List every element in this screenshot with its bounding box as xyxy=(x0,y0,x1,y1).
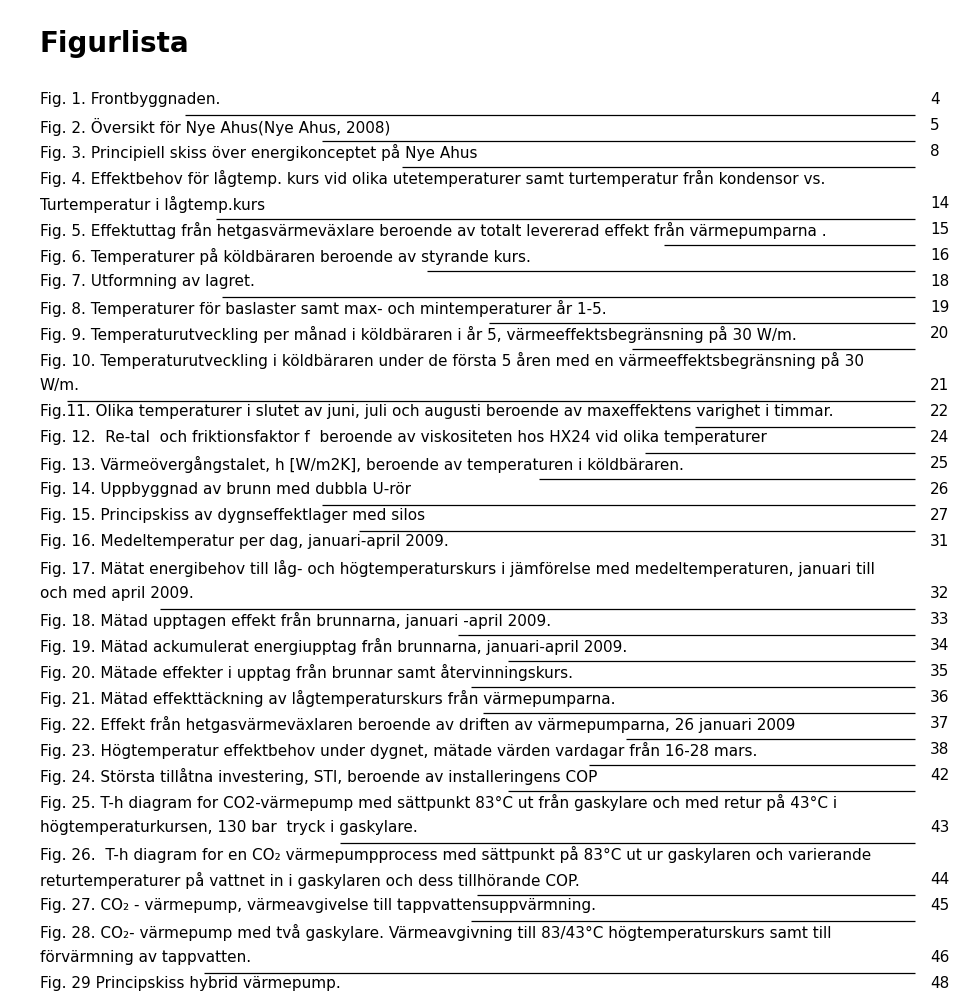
Text: Fig. 4. Effektbehov för lågtemp. kurs vid olika utetemperaturer samt turtemperat: Fig. 4. Effektbehov för lågtemp. kurs vi… xyxy=(40,170,826,187)
Text: 44: 44 xyxy=(930,872,949,887)
Text: 4: 4 xyxy=(930,92,940,107)
Text: 19: 19 xyxy=(930,300,949,315)
Text: och med april 2009.: och med april 2009. xyxy=(40,586,194,601)
Text: 45: 45 xyxy=(930,898,949,913)
Text: Fig. 1. Frontbyggnaden.: Fig. 1. Frontbyggnaden. xyxy=(40,92,221,107)
Text: 38: 38 xyxy=(930,742,949,757)
Text: 46: 46 xyxy=(930,950,949,965)
Text: 37: 37 xyxy=(930,716,949,731)
Text: W/m.: W/m. xyxy=(40,378,80,393)
Text: 22: 22 xyxy=(930,404,949,419)
Text: Fig. 8. Temperaturer för baslaster samt max- och mintemperaturer år 1-5.: Fig. 8. Temperaturer för baslaster samt … xyxy=(40,300,607,317)
Text: 21: 21 xyxy=(930,378,949,393)
Text: Fig. 21. Mätad effekttäckning av lågtemperaturskurs från värmepumparna.: Fig. 21. Mätad effekttäckning av lågtemp… xyxy=(40,690,615,707)
Text: förvärmning av tappvatten.: förvärmning av tappvatten. xyxy=(40,950,252,965)
Text: Fig. 24. Största tillåtna investering, STI, beroende av installeringens COP: Fig. 24. Största tillåtna investering, S… xyxy=(40,768,597,785)
Text: Fig. 10. Temperaturutveckling i köldbäraren under de första 5 åren med en värmee: Fig. 10. Temperaturutveckling i köldbära… xyxy=(40,352,864,369)
Text: Fig. 13. Värmeövergångstalet, h [W/m2K], beroende av temperaturen i köldbäraren.: Fig. 13. Värmeövergångstalet, h [W/m2K],… xyxy=(40,456,684,473)
Text: 31: 31 xyxy=(930,534,949,549)
Text: 8: 8 xyxy=(930,144,940,159)
Text: högtemperaturkursen, 130 bar  tryck i gaskylare.: högtemperaturkursen, 130 bar tryck i gas… xyxy=(40,820,418,835)
Text: 18: 18 xyxy=(930,274,949,289)
Text: 34: 34 xyxy=(930,638,949,653)
Text: Fig. 26.  T-h diagram for en CO₂ värmepumpprocess med sättpunkt på 83°C ut ur ga: Fig. 26. T-h diagram for en CO₂ värmepum… xyxy=(40,846,872,863)
Text: Fig. 6. Temperaturer på köldbäraren beroende av styrande kurs.: Fig. 6. Temperaturer på köldbäraren bero… xyxy=(40,248,531,265)
Text: Fig. 20. Mätade effekter i upptag från brunnar samt återvinningskurs.: Fig. 20. Mätade effekter i upptag från b… xyxy=(40,664,573,682)
Text: 35: 35 xyxy=(930,664,949,679)
Text: Fig. 27. CO₂ - värmepump, värmeavgivelse till tappvattensuppvärmning.: Fig. 27. CO₂ - värmepump, värmeavgivelse… xyxy=(40,898,596,913)
Text: Fig. 28. CO₂- värmepump med två gaskylare. Värmeavgivning till 83/43°C högtemper: Fig. 28. CO₂- värmepump med två gaskylar… xyxy=(40,924,831,941)
Text: 36: 36 xyxy=(930,690,949,705)
Text: 42: 42 xyxy=(930,768,949,783)
Text: 48: 48 xyxy=(930,976,949,991)
Text: Fig. 2. Översikt för Nye Ahus(Nye Ahus, 2008): Fig. 2. Översikt för Nye Ahus(Nye Ahus, … xyxy=(40,118,391,136)
Text: Fig. 16. Medeltemperatur per dag, januari-april 2009.: Fig. 16. Medeltemperatur per dag, januar… xyxy=(40,534,448,549)
Text: 43: 43 xyxy=(930,820,949,835)
Text: Figurlista: Figurlista xyxy=(40,30,190,58)
Text: Fig. 25. T-h diagram for CO2-värmepump med sättpunkt 83°C ut från gaskylare och : Fig. 25. T-h diagram for CO2-värmepump m… xyxy=(40,794,837,811)
Text: returtemperaturer på vattnet in i gaskylaren och dess tillhörande COP.: returtemperaturer på vattnet in i gaskyl… xyxy=(40,872,580,889)
Text: Fig. 29 Principskiss hybrid värmepump.: Fig. 29 Principskiss hybrid värmepump. xyxy=(40,976,341,991)
Text: Turtemperatur i lågtemp.kurs: Turtemperatur i lågtemp.kurs xyxy=(40,196,265,213)
Text: Fig. 7. Utformning av lagret.: Fig. 7. Utformning av lagret. xyxy=(40,274,254,289)
Text: 14: 14 xyxy=(930,196,949,211)
Text: Fig. 14. Uppbyggnad av brunn med dubbla U-rör: Fig. 14. Uppbyggnad av brunn med dubbla … xyxy=(40,482,411,497)
Text: Fig. 3. Principiell skiss över energikonceptet på Nye Ahus: Fig. 3. Principiell skiss över energikon… xyxy=(40,144,477,161)
Text: 15: 15 xyxy=(930,222,949,237)
Text: Fig.11. Olika temperaturer i slutet av juni, juli och augusti beroende av maxeff: Fig.11. Olika temperaturer i slutet av j… xyxy=(40,404,833,419)
Text: 32: 32 xyxy=(930,586,949,601)
Text: 33: 33 xyxy=(930,612,949,627)
Text: Fig. 23. Högtemperatur effektbehov under dygnet, mätade värden vardagar från 16-: Fig. 23. Högtemperatur effektbehov under… xyxy=(40,742,757,759)
Text: Fig. 17. Mätat energibehov till låg- och högtemperaturskurs i jämförelse med med: Fig. 17. Mätat energibehov till låg- och… xyxy=(40,560,875,577)
Text: 20: 20 xyxy=(930,326,949,341)
Text: 24: 24 xyxy=(930,430,949,445)
Text: Fig. 15. Principskiss av dygnseffektlager med silos: Fig. 15. Principskiss av dygnseffektlage… xyxy=(40,508,425,523)
Text: 5: 5 xyxy=(930,118,940,133)
Text: 26: 26 xyxy=(930,482,949,497)
Text: Fig. 9. Temperaturutveckling per månad i köldbäraren i år 5, värmeeffektsbegräns: Fig. 9. Temperaturutveckling per månad i… xyxy=(40,326,797,343)
Text: Fig. 19. Mätad ackumulerat energiupptag från brunnarna, januari-april 2009.: Fig. 19. Mätad ackumulerat energiupptag … xyxy=(40,638,627,655)
Text: 16: 16 xyxy=(930,248,949,263)
Text: 27: 27 xyxy=(930,508,949,523)
Text: Fig. 18. Mätad upptagen effekt från brunnarna, januari -april 2009.: Fig. 18. Mätad upptagen effekt från brun… xyxy=(40,612,551,629)
Text: Fig. 12.  Re-tal  och friktionsfaktor f  beroende av viskositeten hos HX24 vid o: Fig. 12. Re-tal och friktionsfaktor f be… xyxy=(40,430,767,445)
Text: 25: 25 xyxy=(930,456,949,471)
Text: Fig. 5. Effektuttag från hetgasvärmeväxlare beroende av totalt levererad effekt : Fig. 5. Effektuttag från hetgasvärmeväxl… xyxy=(40,222,827,239)
Text: Fig. 22. Effekt från hetgasvärmeväxlaren beroende av driften av värmepumparna, 2: Fig. 22. Effekt från hetgasvärmeväxlaren… xyxy=(40,716,796,733)
